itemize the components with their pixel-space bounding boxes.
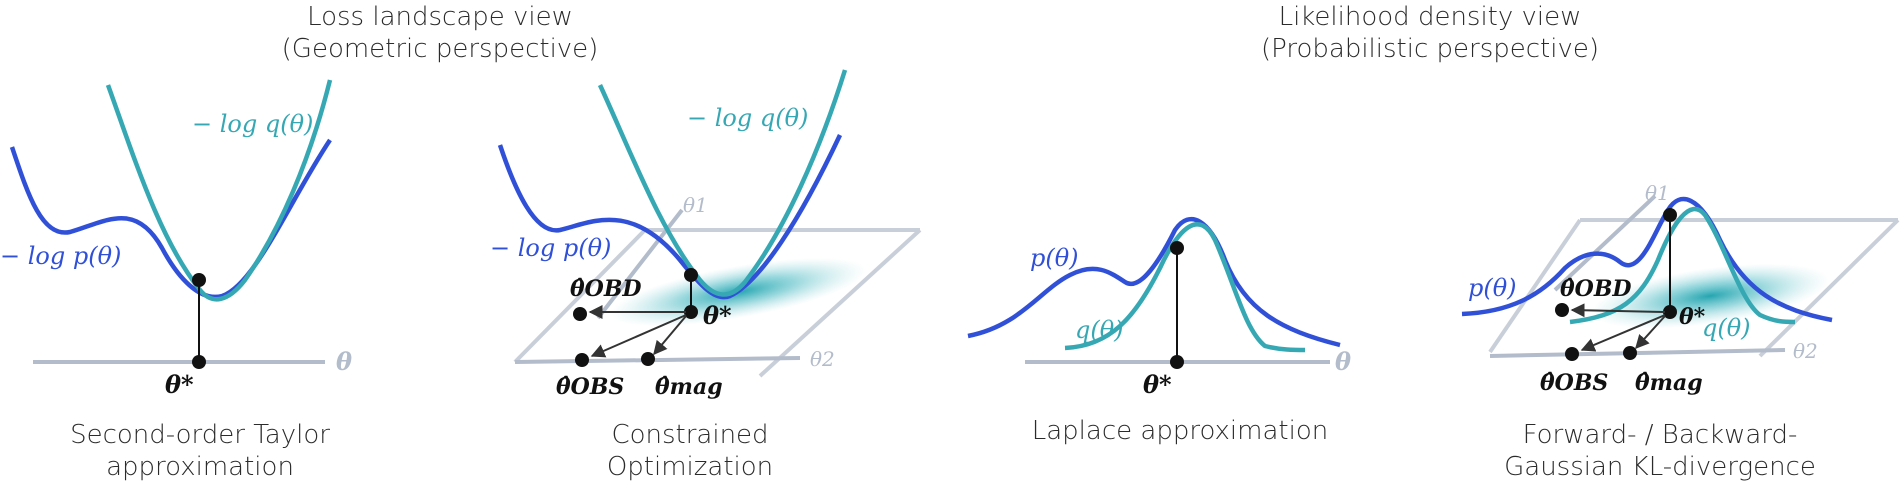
theta2-axis	[1489, 348, 1786, 358]
caption-constrained: Constrained Optimization	[510, 420, 870, 483]
theta-obs-label: θ̂OBS	[556, 374, 624, 400]
neg-log-q-curve	[105, 79, 333, 302]
arrow-mag	[1635, 315, 1666, 350]
panel-laplace: θ θ* p(θ) q(θ)	[967, 216, 1351, 399]
arrow-mag	[653, 315, 687, 356]
theta-star-point-curve	[1663, 208, 1677, 222]
q-theta-label: q(θ)	[1702, 314, 1751, 342]
parameter-plane	[1488, 218, 1900, 358]
neg-log-q-label: − log q(θ)	[192, 110, 313, 138]
arrow-obs	[590, 314, 687, 358]
caption-laplace-line1: Laplace approximation	[1031, 416, 1329, 446]
panel-taylor: θ θ* − log q(θ) − log p(θ)	[0, 79, 352, 399]
header-probabilistic: Likelihood density view (Probabilistic p…	[1220, 2, 1640, 65]
theta-star-label: θ*	[1679, 304, 1706, 330]
header-probabilistic-line1: Likelihood density view	[1278, 2, 1582, 32]
parameter-plane	[513, 228, 922, 378]
theta1-label: θ1	[1645, 181, 1670, 205]
theta1-label: θ1	[683, 193, 708, 217]
theta1-axis	[1553, 194, 1657, 292]
theta-obs-point	[575, 353, 589, 367]
theta-obd-label: θ̂OBD	[1560, 276, 1632, 302]
caption-laplace: Laplace approximation	[1000, 416, 1360, 448]
arrow-obd	[1570, 303, 1666, 318]
header-geometric-line2: (Geometric perspective)	[281, 33, 599, 64]
caption-taylor-line2: approximation	[106, 451, 294, 482]
caption-constrained-line1: Constrained	[611, 420, 769, 450]
theta-star-point-plane	[684, 305, 698, 319]
theta-star-point-axis	[192, 355, 206, 369]
neg-log-p-label: − log p(θ)	[0, 242, 121, 270]
theta-obs-point	[1565, 347, 1579, 361]
header-probabilistic-line2: (Probabilistic perspective)	[1261, 33, 1599, 64]
neg-log-p-label: − log p(θ)	[490, 234, 611, 262]
caption-taylor-line1: Second-order Taylor	[70, 420, 330, 450]
theta-star-point-curve	[684, 268, 698, 282]
theta2-label: θ2	[1793, 339, 1818, 363]
theta-obs-label: θ̂OBS	[1540, 370, 1608, 396]
neg-log-q-label: − log q(θ)	[687, 104, 808, 132]
p-theta-curve	[967, 216, 1341, 348]
theta-axis-label: θ	[1335, 347, 1351, 376]
p-theta-label: p(θ)	[1030, 244, 1079, 272]
theta-obd-point	[573, 307, 587, 321]
theta-star-point-axis	[1170, 355, 1184, 369]
arrow-obs	[1580, 314, 1666, 352]
theta-obd-label: θ̂OBD	[570, 276, 642, 302]
q-theta-label: q(θ)	[1075, 316, 1124, 344]
p-theta-label: p(θ)	[1468, 274, 1517, 302]
theta-star-point-curve	[192, 273, 206, 287]
neg-log-q-curve	[597, 69, 848, 297]
theta-mag-label: θ̂mag	[655, 374, 723, 400]
theta-star-label: θ*	[165, 370, 194, 399]
theta-star-label: θ*	[703, 301, 732, 330]
theta-star-label: θ*	[1143, 370, 1172, 399]
q-theta-curve	[1569, 206, 1796, 325]
caption-taylor: Second-order Taylor approximation	[20, 420, 380, 483]
caption-kl-line1: Forward- / Backward-	[1522, 420, 1798, 450]
theta-mag-point	[641, 352, 655, 366]
theta-mag-point	[1623, 346, 1637, 360]
caption-constrained-line2: Optimization	[606, 451, 774, 482]
caption-kl-line2: Gaussian KL-divergence	[1504, 451, 1816, 482]
q-theta-curve	[1064, 222, 1306, 353]
theta-star-point-plane	[1663, 305, 1677, 319]
theta2-axis	[514, 356, 801, 364]
theta2-label: θ2	[810, 347, 835, 371]
theta-mag-label: θ̂mag	[1635, 370, 1703, 396]
neg-log-p-curve	[497, 134, 843, 300]
caption-kl: Forward- / Backward- Gaussian KL-diverge…	[1470, 420, 1850, 483]
theta-star-point-curve	[1170, 241, 1184, 255]
theta-axis-label: θ	[336, 347, 352, 376]
panel-kl: θ1 θ2 p(θ) q(θ) θ* θ̂OBD θ̂OBS θ̂mag	[1461, 181, 1900, 396]
header-geometric: Loss landscape view (Geometric perspecti…	[230, 2, 650, 65]
theta-obd-point	[1555, 303, 1569, 317]
panel-constrained: − log q(θ) − log p(θ) θ1 θ2 θ* θ̂OBD θ̂O…	[490, 69, 922, 400]
p-theta-curve	[1461, 196, 1833, 323]
header-geometric-line1: Loss landscape view	[307, 2, 573, 32]
